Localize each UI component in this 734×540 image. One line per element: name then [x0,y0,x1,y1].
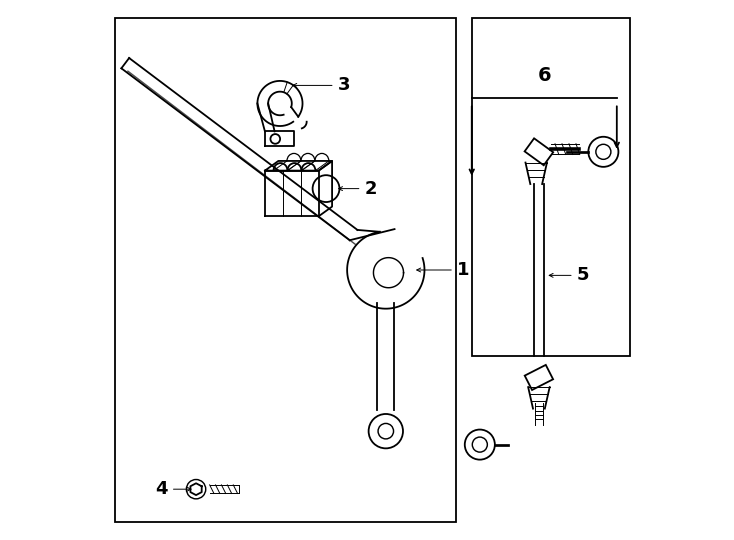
Text: 3: 3 [338,77,350,94]
Text: 2: 2 [364,180,377,198]
Text: 1: 1 [457,261,469,279]
Text: 5: 5 [576,266,589,285]
Bar [115,17,456,523]
Text: 4: 4 [156,480,168,498]
Bar [472,17,631,356]
Text: 6: 6 [537,66,551,85]
